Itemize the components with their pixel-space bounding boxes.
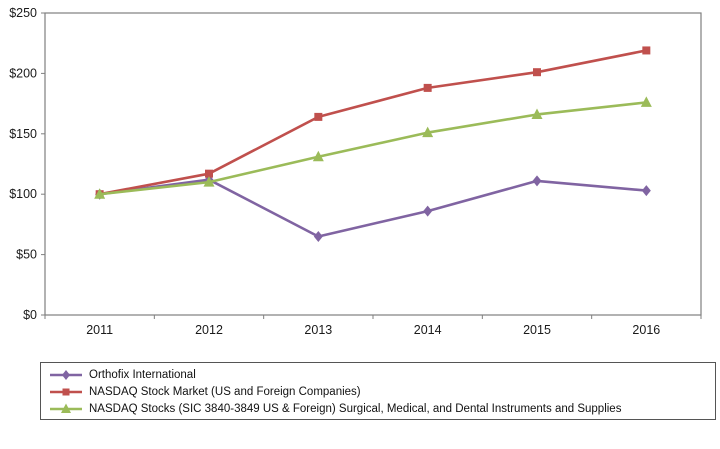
legend-item: NASDAQ Stock Market (US and Foreign Comp… bbox=[49, 384, 709, 400]
marker-triangle-icon bbox=[422, 126, 434, 138]
x-tick-label: 2013 bbox=[304, 323, 332, 337]
marker-triangle-icon bbox=[531, 108, 543, 119]
y-tick-label: $200 bbox=[9, 66, 37, 80]
y-tick-label: $250 bbox=[9, 6, 37, 20]
marker-square-icon bbox=[533, 68, 541, 77]
marker-square-icon bbox=[642, 46, 651, 55]
x-tick-label: 2016 bbox=[632, 323, 660, 337]
y-tick-label: $100 bbox=[9, 187, 37, 201]
chart-legend: Orthofix International NASDAQ Stock Marke… bbox=[40, 362, 716, 420]
marker-diamond-icon bbox=[423, 205, 433, 217]
legend-triangle-line-icon bbox=[50, 403, 82, 413]
x-tick-label: 2011 bbox=[86, 323, 113, 337]
marker-triangle-icon bbox=[61, 403, 71, 413]
legend-label: Orthofix International bbox=[89, 369, 196, 382]
marker-diamond-icon bbox=[62, 370, 70, 381]
x-tick-label: 2012 bbox=[195, 323, 223, 337]
legend-label: NASDAQ Stock Market (US and Foreign Comp… bbox=[89, 385, 361, 398]
legend-item: Orthofix International bbox=[49, 367, 709, 383]
marker-square-icon bbox=[314, 112, 323, 121]
y-tick-label: $50 bbox=[16, 248, 37, 262]
stock-performance-line-chart: $0 $50 $100 $150 $200 $250 2011 2012 2013 2014 201… bbox=[9, 6, 702, 337]
marker-triangle-icon bbox=[312, 150, 324, 162]
marker-diamond-icon bbox=[641, 185, 651, 197]
marker-triangle-icon bbox=[94, 188, 106, 199]
marker-square-icon bbox=[423, 83, 432, 92]
legend-label: NASDAQ Stocks (SIC 3840-3849 US & Foreig… bbox=[89, 402, 622, 415]
series-line bbox=[99, 101, 647, 196]
marker-diamond-icon bbox=[313, 230, 323, 242]
x-tick-label: 2014 bbox=[414, 323, 442, 337]
y-tick-label: $150 bbox=[9, 127, 37, 141]
marker-triangle-icon bbox=[203, 176, 215, 187]
marker-triangle-icon bbox=[640, 96, 652, 107]
y-tick-label: $0 bbox=[23, 308, 37, 322]
legend-item: NASDAQ Stocks (SIC 3840-3849 US & Foreig… bbox=[49, 401, 709, 417]
marker-diamond-icon bbox=[532, 175, 542, 187]
marker-square-icon bbox=[62, 388, 70, 396]
marker-square-icon bbox=[205, 169, 213, 178]
series-line bbox=[99, 49, 647, 196]
legend-diamond-line-icon bbox=[50, 370, 82, 381]
x-tick-label: 2015 bbox=[523, 323, 551, 337]
legend-square-line-icon bbox=[50, 388, 82, 396]
series-line bbox=[99, 178, 647, 238]
